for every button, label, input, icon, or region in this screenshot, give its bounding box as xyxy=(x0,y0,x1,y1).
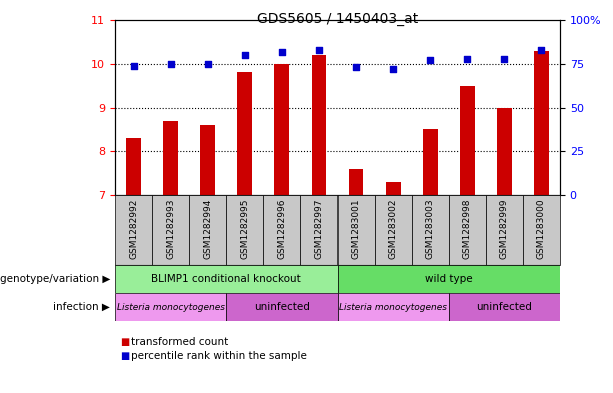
Bar xyxy=(189,195,226,265)
Text: wild type: wild type xyxy=(425,274,473,284)
Text: GSM1283000: GSM1283000 xyxy=(537,198,546,259)
Bar xyxy=(338,293,449,321)
Point xyxy=(314,47,324,53)
Text: ■: ■ xyxy=(120,337,129,347)
Bar xyxy=(449,293,560,321)
Text: transformed count: transformed count xyxy=(131,337,228,347)
Text: GSM1282997: GSM1282997 xyxy=(314,198,324,259)
Bar xyxy=(237,72,252,195)
Text: GSM1282994: GSM1282994 xyxy=(203,198,212,259)
Text: GSM1282999: GSM1282999 xyxy=(500,198,509,259)
Text: uninfected: uninfected xyxy=(254,302,310,312)
Bar xyxy=(349,169,364,195)
Text: BLIMP1 conditional knockout: BLIMP1 conditional knockout xyxy=(151,274,301,284)
Text: GSM1282998: GSM1282998 xyxy=(463,198,472,259)
Bar xyxy=(449,195,486,265)
Bar xyxy=(163,121,178,195)
Text: Listeria monocytogenes: Listeria monocytogenes xyxy=(116,303,224,312)
Bar xyxy=(523,195,560,265)
Text: percentile rank within the sample: percentile rank within the sample xyxy=(131,351,307,361)
Bar xyxy=(497,108,512,195)
Text: ■: ■ xyxy=(120,351,129,361)
Point xyxy=(425,57,435,63)
Bar xyxy=(460,86,474,195)
Text: GSM1282992: GSM1282992 xyxy=(129,198,138,259)
Bar xyxy=(300,195,338,265)
Bar xyxy=(423,129,438,195)
Bar xyxy=(115,195,152,265)
Bar xyxy=(386,182,400,195)
Text: Listeria monocytogenes: Listeria monocytogenes xyxy=(339,303,447,312)
Bar xyxy=(115,293,226,321)
Text: GSM1282993: GSM1282993 xyxy=(166,198,175,259)
Bar xyxy=(412,195,449,265)
Text: GSM1282995: GSM1282995 xyxy=(240,198,249,259)
Bar xyxy=(338,195,375,265)
Text: GSM1282996: GSM1282996 xyxy=(277,198,286,259)
Text: uninfected: uninfected xyxy=(476,302,532,312)
Bar xyxy=(311,55,326,195)
Bar xyxy=(275,64,289,195)
Bar xyxy=(534,51,549,195)
Text: genotype/variation ▶: genotype/variation ▶ xyxy=(0,274,110,284)
Point xyxy=(277,48,287,55)
Bar xyxy=(126,138,141,195)
Text: GDS5605 / 1450403_at: GDS5605 / 1450403_at xyxy=(257,12,418,26)
Bar xyxy=(226,293,338,321)
Text: GSM1283001: GSM1283001 xyxy=(351,198,360,259)
Point xyxy=(462,55,472,62)
Point xyxy=(240,52,249,58)
Text: GSM1283003: GSM1283003 xyxy=(425,198,435,259)
Text: GSM1283002: GSM1283002 xyxy=(389,198,398,259)
Point xyxy=(536,47,546,53)
Bar xyxy=(115,265,338,293)
Bar xyxy=(226,195,264,265)
Bar xyxy=(375,195,412,265)
Point xyxy=(388,66,398,72)
Point xyxy=(129,62,139,69)
Point xyxy=(500,55,509,62)
Bar xyxy=(338,265,560,293)
Point xyxy=(351,64,361,70)
Point xyxy=(203,61,213,67)
Text: infection ▶: infection ▶ xyxy=(53,302,110,312)
Bar xyxy=(152,195,189,265)
Bar xyxy=(486,195,523,265)
Point xyxy=(166,61,175,67)
Bar xyxy=(264,195,300,265)
Bar xyxy=(200,125,215,195)
